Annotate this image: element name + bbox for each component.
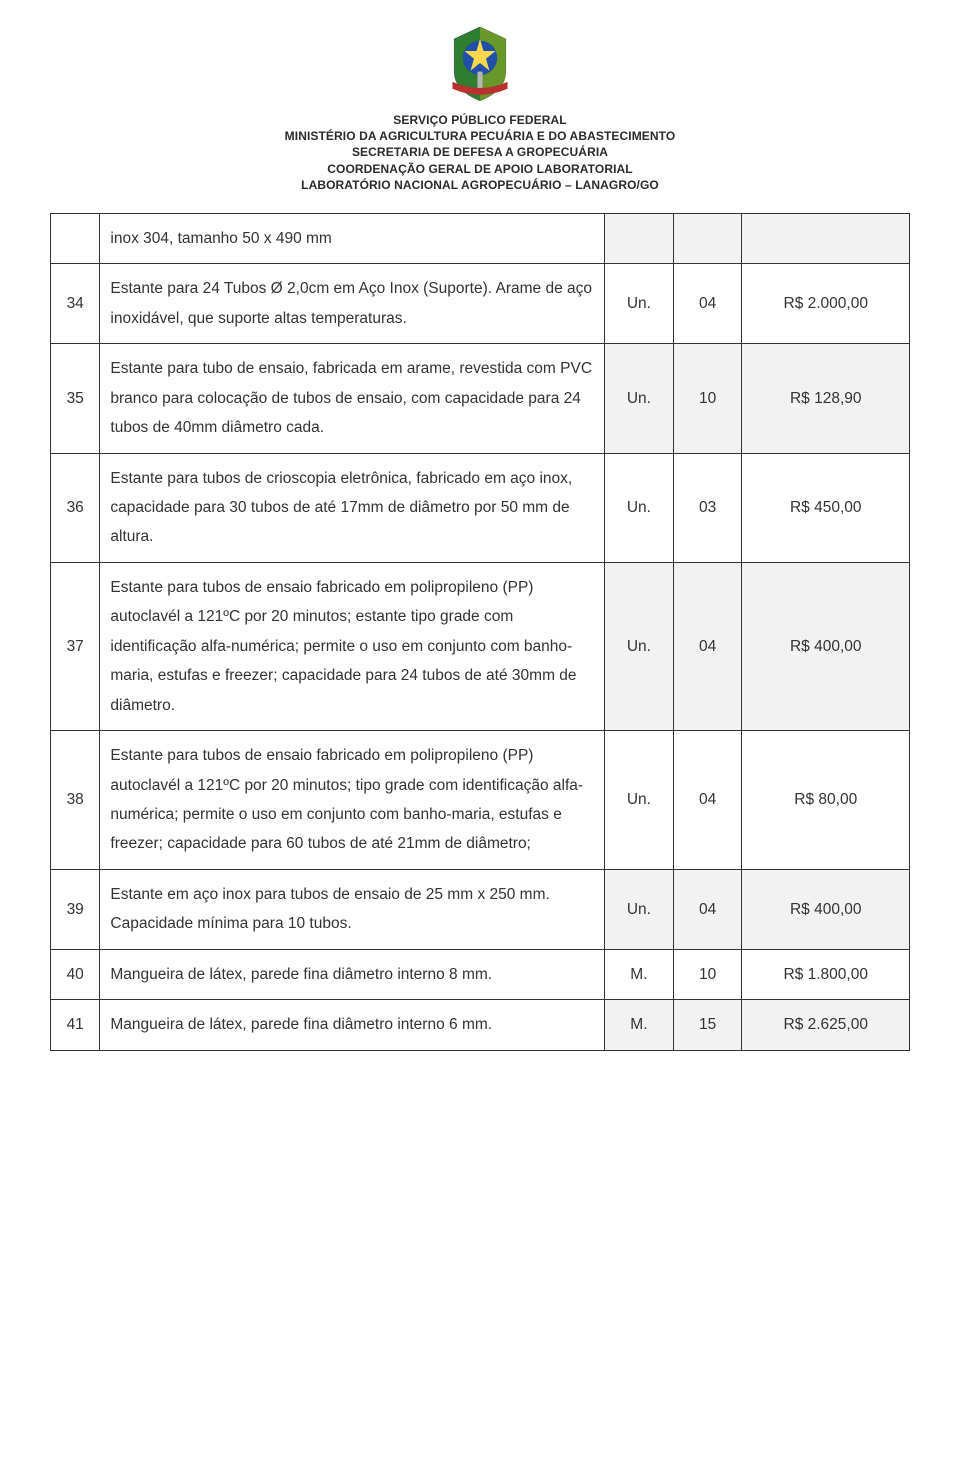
item-price (742, 213, 910, 263)
item-quantity (673, 213, 742, 263)
item-unit: Un. (605, 869, 674, 949)
item-number: 40 (51, 949, 100, 999)
item-unit (605, 213, 674, 263)
table-row: inox 304, tamanho 50 x 490 mm (51, 213, 910, 263)
table-row: 37Estante para tubos de ensaio fabricado… (51, 562, 910, 730)
document-header: SERVIÇO PÚBLICO FEDERAL MINISTÉRIO DA AG… (50, 20, 910, 193)
item-number: 41 (51, 1000, 100, 1050)
item-description: inox 304, tamanho 50 x 490 mm (100, 213, 605, 263)
item-unit: Un. (605, 731, 674, 870)
item-quantity: 04 (673, 264, 742, 344)
item-number: 37 (51, 562, 100, 730)
items-table: inox 304, tamanho 50 x 490 mm34Estante p… (50, 213, 910, 1051)
header-line-4: COORDENAÇÃO GERAL DE APOIO LABORATORIAL (50, 161, 910, 177)
table-row: 41Mangueira de látex, parede fina diâmet… (51, 1000, 910, 1050)
item-description: Estante para tubos de crioscopia eletrôn… (100, 453, 605, 562)
item-quantity: 03 (673, 453, 742, 562)
item-price: R$ 2.000,00 (742, 264, 910, 344)
item-quantity: 04 (673, 731, 742, 870)
header-line-2: MINISTÉRIO DA AGRICULTURA PECUÁRIA E DO … (50, 128, 910, 144)
item-number: 38 (51, 731, 100, 870)
header-line-3: SECRETARIA DE DEFESA A GROPECUÁRIA (50, 144, 910, 160)
table-row: 36Estante para tubos de crioscopia eletr… (51, 453, 910, 562)
item-quantity: 10 (673, 949, 742, 999)
item-price: R$ 128,90 (742, 344, 910, 453)
item-price: R$ 2.625,00 (742, 1000, 910, 1050)
table-row: 38Estante para tubos de ensaio fabricado… (51, 731, 910, 870)
item-description: Estante para tubos de ensaio fabricado e… (100, 562, 605, 730)
item-price: R$ 1.800,00 (742, 949, 910, 999)
item-price: R$ 450,00 (742, 453, 910, 562)
item-unit: Un. (605, 562, 674, 730)
item-unit: Un. (605, 264, 674, 344)
item-unit: Un. (605, 453, 674, 562)
item-number: 36 (51, 453, 100, 562)
table-row: 40Mangueira de látex, parede fina diâmet… (51, 949, 910, 999)
item-description: Estante para tubo de ensaio, fabricada e… (100, 344, 605, 453)
item-unit: M. (605, 949, 674, 999)
item-price: R$ 400,00 (742, 869, 910, 949)
header-line-5: LABORATÓRIO NACIONAL AGROPECUÁRIO – LANA… (50, 177, 910, 193)
item-quantity: 10 (673, 344, 742, 453)
table-row: 34Estante para 24 Tubos Ø 2,0cm em Aço I… (51, 264, 910, 344)
item-quantity: 04 (673, 869, 742, 949)
item-quantity: 04 (673, 562, 742, 730)
item-price: R$ 400,00 (742, 562, 910, 730)
item-number: 35 (51, 344, 100, 453)
header-text-block: SERVIÇO PÚBLICO FEDERAL MINISTÉRIO DA AG… (50, 112, 910, 193)
item-number: 39 (51, 869, 100, 949)
header-line-1: SERVIÇO PÚBLICO FEDERAL (50, 112, 910, 128)
table-row: 39Estante em aço inox para tubos de ensa… (51, 869, 910, 949)
item-description: Mangueira de látex, parede fina diâmetro… (100, 949, 605, 999)
item-quantity: 15 (673, 1000, 742, 1050)
item-unit: Un. (605, 344, 674, 453)
item-description: Estante para 24 Tubos Ø 2,0cm em Aço Ino… (100, 264, 605, 344)
item-description: Estante para tubos de ensaio fabricado e… (100, 731, 605, 870)
brazil-coat-of-arms-icon (437, 20, 523, 106)
item-description: Mangueira de látex, parede fina diâmetro… (100, 1000, 605, 1050)
item-unit: M. (605, 1000, 674, 1050)
item-number: 34 (51, 264, 100, 344)
item-description: Estante em aço inox para tubos de ensaio… (100, 869, 605, 949)
item-price: R$ 80,00 (742, 731, 910, 870)
table-row: 35Estante para tubo de ensaio, fabricada… (51, 344, 910, 453)
item-number (51, 213, 100, 263)
